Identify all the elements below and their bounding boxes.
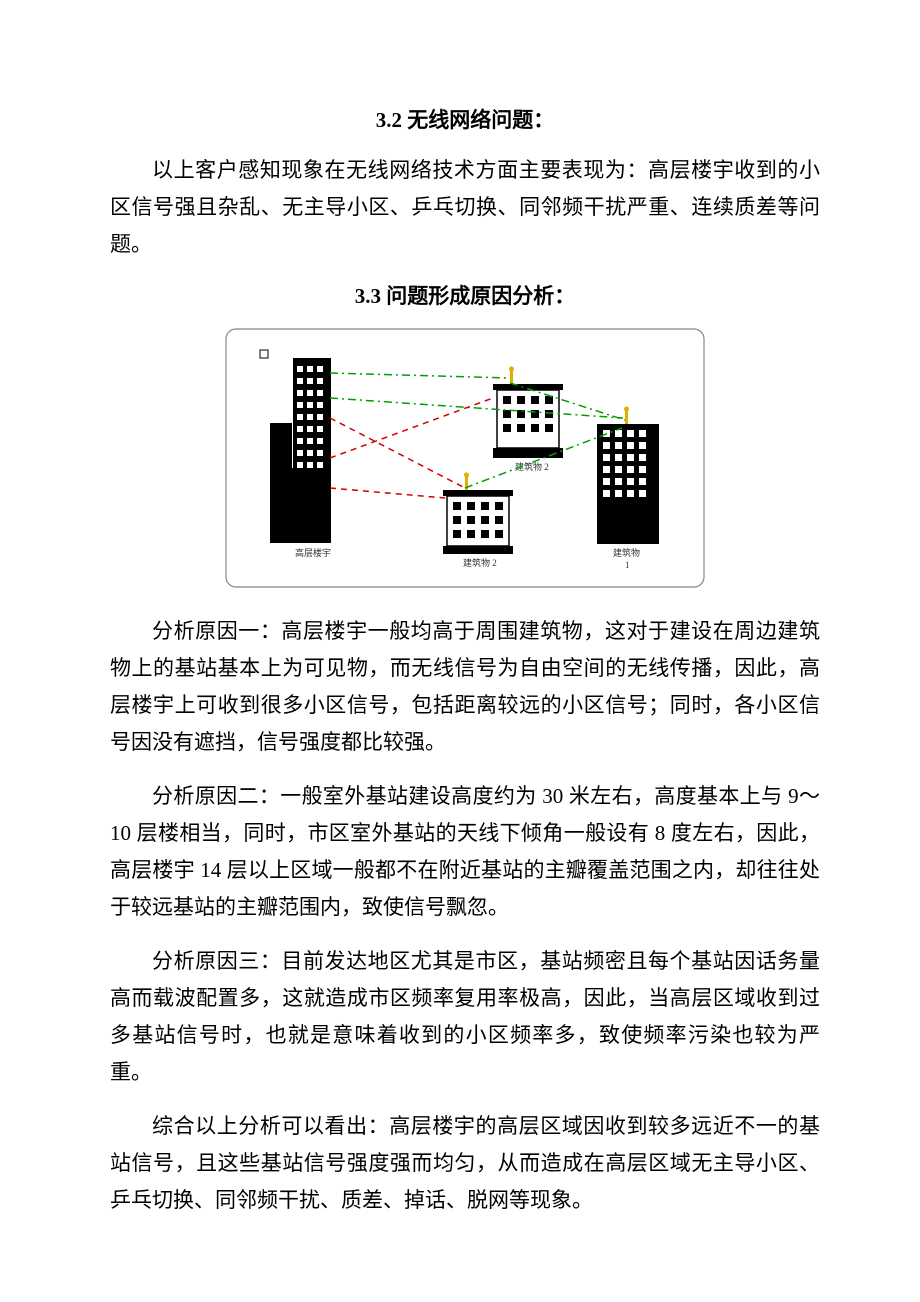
para-3-3-2: 分析原因二：一般室外基站建设高度约为 30 米左右，高度基本上与 9～10 层楼… <box>110 778 820 925</box>
diagram-container: 高层楼宇 建筑物 2 <box>225 328 705 588</box>
heading-3-3: 3.3 问题形成原因分析： <box>110 280 820 310</box>
network-diagram: 高层楼宇 建筑物 2 <box>225 328 705 588</box>
label-building-1-l2: 1 <box>625 560 630 570</box>
para-3-3-4: 综合以上分析可以看出：高层楼宇的高层区域因收到较多远近不一的基站信号，且这些基站… <box>110 1108 820 1218</box>
para-3-3-1: 分析原因一：高层楼宇一般均高于周围建筑物，这对于建设在周边建筑物上的基站基本上为… <box>110 613 820 760</box>
document-page: 3.2 无线网络问题： 以上客户感知现象在无线网络技术方面主要表现为：高层楼宇收… <box>0 0 920 1297</box>
label-building-1-l1: 建筑物 <box>613 547 640 558</box>
label-building-2b: 建筑物 2 <box>463 557 497 568</box>
para-3-3-3: 分析原因三：目前发达地区尤其是市区，基站频密且每个基站因话务量高而载波配置多，这… <box>110 943 820 1090</box>
para-3-2-1: 以上客户感知现象在无线网络技术方面主要表现为：高层楼宇收到的小区信号强且杂乱、无… <box>110 152 820 262</box>
heading-3-2: 3.2 无线网络问题： <box>110 104 820 134</box>
label-tall-building: 高层楼宇 <box>295 547 331 558</box>
